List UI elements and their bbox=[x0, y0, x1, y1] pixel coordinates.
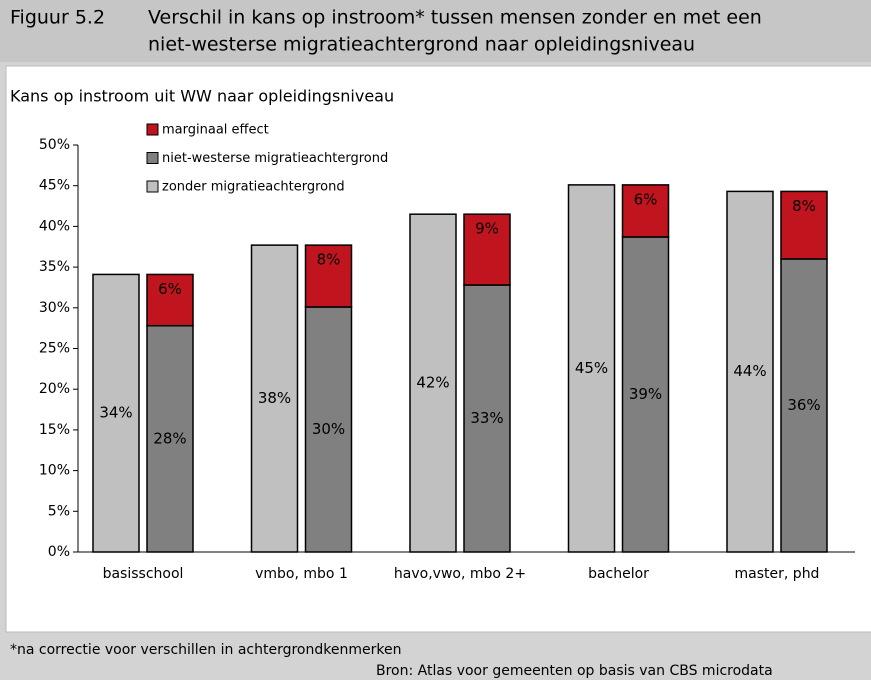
bar bbox=[146, 324, 194, 553]
bar bbox=[726, 190, 774, 553]
data-label: 45% bbox=[575, 359, 608, 377]
x-tick-label: havo,vwo, mbo 2+ bbox=[394, 566, 526, 582]
chart-title: Kans op instroom uit WW naar opleidingsn… bbox=[10, 87, 394, 106]
y-tick-label: 30% bbox=[39, 300, 70, 316]
x-tick-label: master, phd bbox=[735, 566, 820, 582]
figure-title: Verschil in kans op instroom* tussen men… bbox=[148, 7, 762, 29]
y-tick-label: 50% bbox=[39, 137, 70, 153]
data-label: 28% bbox=[153, 429, 186, 447]
bar bbox=[409, 213, 457, 553]
bar bbox=[92, 273, 140, 553]
header-band bbox=[0, 0, 871, 62]
data-label: 8% bbox=[792, 197, 816, 215]
data-label: 36% bbox=[787, 396, 820, 414]
legend-label: zonder migratieachtergrond bbox=[162, 180, 345, 195]
source: Bron: Atlas voor gemeenten op basis van … bbox=[376, 663, 773, 679]
y-tick-label: 35% bbox=[39, 259, 70, 275]
data-label: 39% bbox=[629, 385, 662, 403]
bar bbox=[621, 184, 670, 238]
y-tick-label: 10% bbox=[39, 463, 70, 479]
bar bbox=[567, 184, 616, 553]
data-label: 30% bbox=[312, 420, 345, 438]
legend-swatch bbox=[146, 180, 159, 193]
legend-label: marginaal effect bbox=[162, 123, 269, 138]
bar bbox=[780, 258, 828, 553]
y-tick-label: 25% bbox=[39, 341, 70, 357]
data-label: 6% bbox=[158, 280, 182, 298]
figure-number: Figuur 5.2 bbox=[10, 7, 105, 29]
bar bbox=[463, 284, 511, 553]
x-tick-label: bachelor bbox=[588, 566, 649, 582]
y-tick-label: 5% bbox=[48, 503, 70, 519]
y-tick-label: 0% bbox=[48, 544, 70, 560]
y-tick-label: 15% bbox=[39, 422, 70, 438]
bar bbox=[463, 213, 511, 286]
footnote: *na correctie voor verschillen in achter… bbox=[10, 642, 401, 658]
y-tick-label: 20% bbox=[39, 381, 70, 397]
legend-swatch bbox=[146, 152, 159, 164]
bar bbox=[780, 190, 828, 260]
x-tick-label: basisschool bbox=[103, 566, 184, 582]
data-label: 42% bbox=[416, 374, 449, 392]
legend-label: niet-westerse migratieachtergrond bbox=[162, 151, 388, 166]
bar bbox=[304, 244, 353, 308]
x-tick-label: vmbo, mbo 1 bbox=[255, 566, 348, 582]
bar bbox=[250, 244, 299, 553]
data-label: 34% bbox=[99, 404, 132, 422]
legend-swatch bbox=[146, 123, 159, 136]
y-tick-label: 45% bbox=[39, 178, 70, 194]
data-label: 33% bbox=[470, 409, 503, 427]
data-label: 44% bbox=[733, 362, 766, 380]
data-label: 8% bbox=[317, 251, 341, 269]
bar bbox=[146, 273, 194, 327]
bar bbox=[304, 306, 353, 553]
data-label: 9% bbox=[475, 220, 499, 238]
data-label: 38% bbox=[258, 389, 291, 407]
figure-title: niet-westerse migratieachtergrond naar o… bbox=[148, 34, 695, 56]
data-label: 6% bbox=[634, 190, 658, 208]
y-tick-label: 40% bbox=[39, 218, 70, 234]
